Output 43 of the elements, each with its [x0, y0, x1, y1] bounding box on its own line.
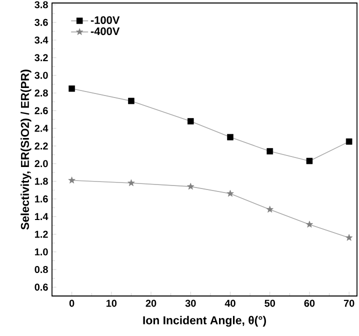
- y-tick-label: 0.6: [34, 284, 48, 291]
- x-tick-label: 50: [264, 300, 275, 307]
- point: [68, 85, 75, 92]
- point: [346, 138, 352, 145]
- y-tick-label: 1.2: [35, 230, 48, 238]
- x-tick-label: 40: [224, 300, 236, 307]
- legend-label: -100V: [90, 16, 120, 24]
- x-tick-label: 20: [146, 300, 156, 307]
- point: [306, 220, 314, 228]
- y-tick-label: 3.4: [34, 36, 48, 44]
- y-tick-label: 3.2: [34, 54, 48, 62]
- y-tick-label: 3.0: [34, 72, 48, 79]
- legend-label: -400V: [90, 27, 120, 36]
- x-axis-title: Ion Incident Angle, θ(°): [143, 316, 266, 327]
- y-axis-title: Selectivity, ER(SiO2) / ER(PR): [20, 70, 32, 230]
- x-tick-label: 70: [344, 300, 354, 307]
- y-tick-label: 3.8: [34, 1, 48, 8]
- point: [226, 190, 234, 197]
- point: [128, 98, 134, 104]
- y-tick-label: 1.0: [35, 248, 48, 256]
- x-tick-label: 0: [69, 300, 74, 307]
- y-tick-label: 2.0: [34, 160, 48, 168]
- y-tick-label: 0.8: [34, 266, 48, 274]
- point: [266, 206, 274, 213]
- y-tick-label: 1.4: [35, 213, 48, 220]
- y-tick-label: 1.6: [35, 195, 48, 202]
- y-tick-label: 2.6: [34, 107, 48, 114]
- point: [188, 118, 194, 124]
- point: [227, 134, 234, 140]
- x-tick-label: 60: [304, 300, 315, 307]
- point: [187, 182, 194, 190]
- x-tick-label: 30: [185, 300, 196, 307]
- point: [346, 234, 353, 241]
- point: [306, 158, 313, 164]
- x-tick-label: 10: [106, 300, 117, 307]
- point: [266, 148, 273, 154]
- y-tick-label: 3.6: [34, 18, 48, 26]
- point: [68, 176, 76, 184]
- y-tick-label: 2.4: [34, 124, 48, 132]
- y-tick-label: 2.2: [34, 142, 48, 150]
- point: [128, 179, 135, 186]
- y-tick-label: 1.8: [35, 178, 48, 185]
- y-tick-label: 2.8: [34, 89, 48, 97]
